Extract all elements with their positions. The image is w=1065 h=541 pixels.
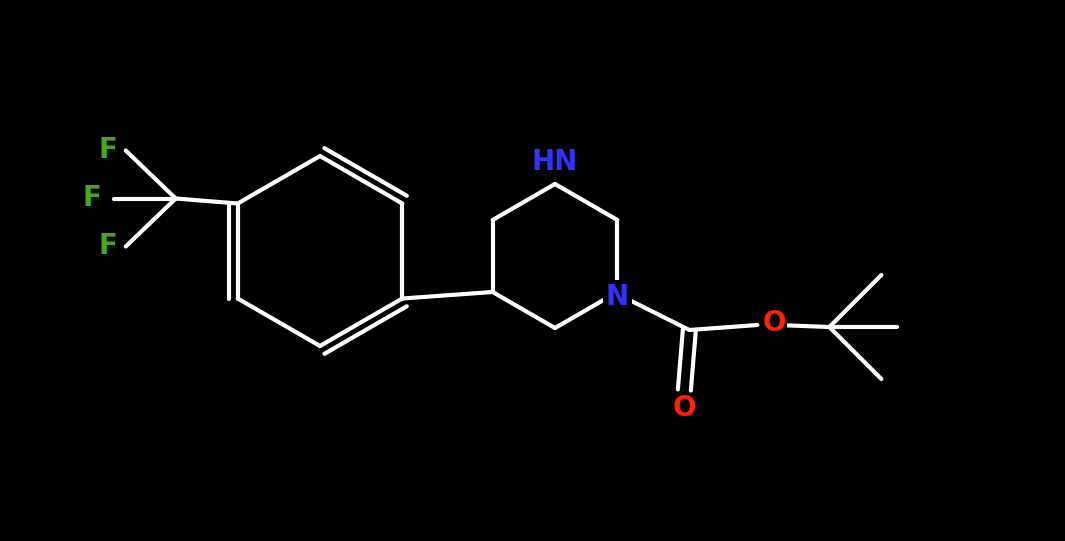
Text: O: O <box>763 309 786 337</box>
Text: F: F <box>98 233 117 261</box>
Text: F: F <box>98 136 117 164</box>
Text: F: F <box>82 184 101 213</box>
Text: HN: HN <box>531 148 578 176</box>
Text: O: O <box>673 394 697 422</box>
Text: N: N <box>606 283 629 311</box>
